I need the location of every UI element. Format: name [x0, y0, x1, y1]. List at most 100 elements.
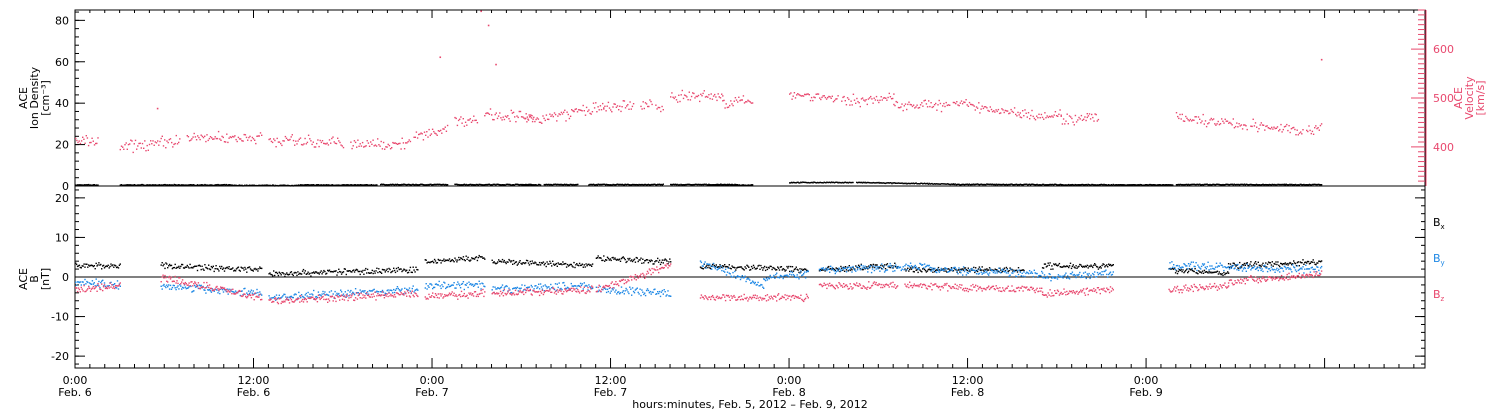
density-series-point — [1246, 183, 1248, 186]
bx-series-point — [983, 270, 985, 272]
by-series-point — [641, 289, 643, 291]
bx-series-point — [920, 270, 922, 272]
bx-series-point — [199, 265, 201, 267]
by-series-point — [882, 268, 884, 270]
by-series-point — [954, 266, 956, 269]
velocity-series-point — [227, 141, 229, 144]
density-series-point — [857, 181, 860, 184]
by-series-point — [819, 270, 822, 272]
bx-series-point — [439, 259, 441, 261]
bx-series-point — [424, 259, 426, 261]
velocity-series-point — [147, 149, 149, 151]
bx-series-point — [274, 274, 276, 277]
bx-series-point — [715, 264, 717, 266]
velocity-series-point — [568, 117, 571, 120]
by-series-point — [411, 287, 413, 290]
density-series-point — [988, 183, 990, 185]
bx-series-point — [829, 268, 831, 270]
density-series-point — [382, 183, 385, 185]
velocity-series-point — [1290, 128, 1293, 130]
velocity-series-point — [644, 102, 647, 104]
bx-series-point — [535, 262, 537, 264]
velocity-series-point — [420, 132, 422, 134]
by-series-point — [1000, 272, 1002, 274]
velocity-series-point — [550, 115, 552, 117]
by-series-point — [1098, 272, 1101, 275]
density-series-point — [1315, 183, 1317, 186]
bz-series-point — [340, 295, 342, 297]
velocity-series-point — [921, 102, 923, 104]
velocity-series-point — [1228, 122, 1230, 124]
by-series-point — [1217, 265, 1220, 267]
by-series-point — [261, 294, 263, 296]
by-series-point — [450, 284, 452, 287]
bx-series-point — [1189, 269, 1192, 271]
bx-series-point — [1097, 268, 1100, 270]
bz-series-point — [181, 281, 183, 283]
by-series-point — [403, 293, 405, 295]
bx-series-point — [1061, 266, 1063, 268]
density-series-point — [1140, 184, 1142, 186]
bz-series-point — [374, 291, 376, 293]
bx-series-point — [633, 258, 636, 260]
velocity-series-point — [1262, 124, 1265, 126]
bx-series-point — [181, 263, 183, 266]
velocity-series-point — [127, 143, 130, 146]
density-series-point — [1275, 183, 1277, 186]
velocity-series-point — [1000, 112, 1002, 114]
velocity-series-point — [590, 113, 592, 115]
velocity-series-point — [542, 115, 544, 117]
velocity-series-point — [314, 146, 317, 148]
by-series-point — [1041, 276, 1044, 279]
by-series-point — [415, 289, 417, 291]
bz-series-point — [110, 286, 112, 288]
bx-series-point — [894, 262, 896, 264]
by-series-point — [241, 290, 243, 292]
by-series-point — [472, 285, 475, 287]
velocity-series-point — [1036, 115, 1038, 117]
by-series-point — [869, 265, 871, 267]
by-series-point — [381, 289, 384, 292]
by-series-point — [357, 292, 359, 294]
by-series-point — [108, 285, 110, 287]
bx-series-point — [861, 268, 863, 271]
density-series-point — [1020, 183, 1022, 186]
bx-series-point — [840, 265, 842, 268]
by-series-point — [249, 291, 252, 293]
bx-series-point — [168, 263, 171, 266]
bx-series-point — [1305, 261, 1307, 263]
by-series — [75, 260, 1323, 301]
velocity-series-point — [1177, 115, 1179, 118]
density-series-point — [1163, 184, 1166, 186]
by-series-point — [840, 270, 842, 272]
by-series-point — [988, 274, 990, 276]
by-series-point — [171, 286, 174, 289]
density-series-point — [906, 183, 908, 185]
velocity-series-point — [600, 109, 603, 111]
bz-series-point — [208, 284, 211, 286]
bx-series-point — [1253, 264, 1255, 266]
velocity-series-point — [886, 99, 888, 101]
density-series-point — [430, 183, 432, 185]
by-series-point — [855, 270, 857, 272]
by-series-point — [701, 265, 704, 267]
density-series-point — [609, 184, 611, 186]
density-series-point — [1112, 183, 1114, 186]
density-series-point — [174, 184, 176, 186]
bx-series-point — [821, 269, 823, 271]
velocity-series-point — [1084, 116, 1086, 118]
density-series-point — [1014, 183, 1016, 186]
bx-series-point — [707, 266, 709, 269]
velocity-series-point — [97, 137, 99, 139]
bx-series-point — [1223, 271, 1225, 274]
by-series-point — [561, 288, 563, 291]
velocity-series-point — [1286, 123, 1288, 126]
velocity-series-point — [957, 104, 959, 106]
velocity-series-point — [866, 103, 868, 106]
density-series-point — [1036, 183, 1038, 186]
by-series-point — [750, 282, 752, 284]
velocity-series-point — [178, 141, 180, 144]
by-series-point — [288, 296, 291, 298]
by-series-point — [707, 263, 709, 265]
bx-series-point — [717, 266, 719, 268]
